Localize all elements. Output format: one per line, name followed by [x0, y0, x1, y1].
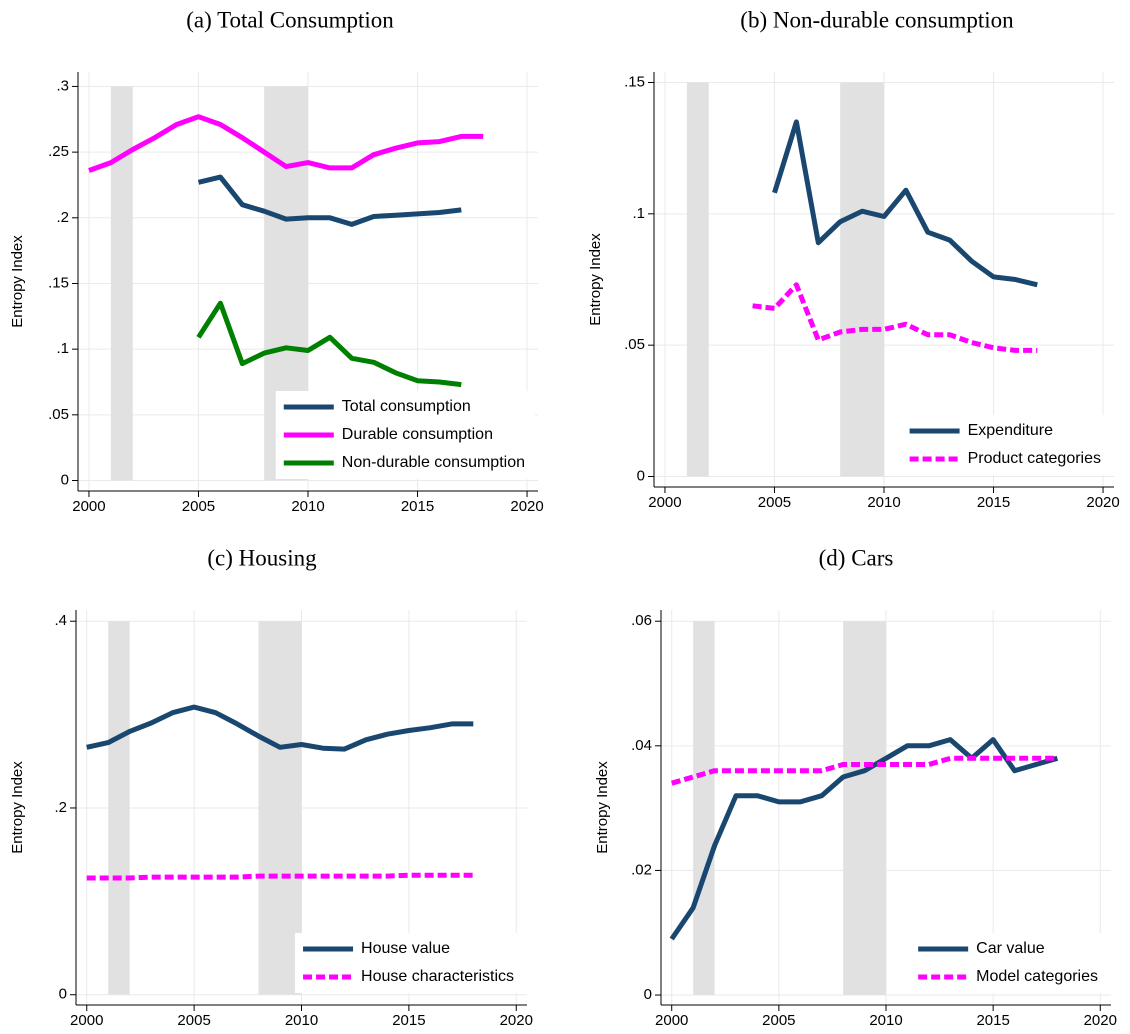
- legend-box: [901, 415, 1111, 475]
- x-tick-label: 2015: [401, 498, 434, 515]
- legend: Expenditure Product categories: [901, 415, 1111, 475]
- x-tick-label: 2020: [1086, 494, 1119, 511]
- series-line: [86, 704, 474, 752]
- y-tick-label: 0: [644, 986, 652, 1003]
- x-tick-label: 2015: [392, 1012, 425, 1029]
- y-tick-label: .25: [48, 143, 69, 160]
- legend: House value House characteristics: [295, 933, 524, 993]
- x-tick-label: 2020: [500, 1012, 533, 1029]
- y-axis-title: Entropy Index: [587, 233, 604, 326]
- x-tick-label: 2005: [758, 494, 791, 511]
- y-tick-label: 0: [61, 471, 69, 488]
- y-tick-label: .1: [632, 205, 645, 222]
- legend-label: Total consumption: [342, 398, 471, 415]
- y-tick-label: .04: [631, 737, 652, 754]
- shaded-band: [108, 621, 130, 995]
- x-tick-label: 2000: [655, 1012, 688, 1029]
- series-line: [752, 282, 1038, 353]
- series-line: [671, 755, 1058, 786]
- y-tick-label: 0: [637, 467, 645, 484]
- y-tick-label: .2: [56, 209, 69, 226]
- shaded-band: [693, 621, 715, 996]
- x-tick-label: 2005: [182, 498, 215, 515]
- y-tick-label: 0: [59, 986, 67, 1003]
- panel: (a) Total Consumption 0 .05 .1 .15 .2 .25 .3 200…: [9, 7, 544, 515]
- legend-label: Car value: [976, 940, 1045, 957]
- legend: Car value Model categories: [910, 933, 1108, 993]
- y-tick-label: .3: [56, 77, 69, 94]
- panel-title: (d) Cars: [819, 545, 894, 570]
- x-tick-label: 2000: [648, 494, 681, 511]
- legend-label: Non-durable consumption: [342, 454, 525, 471]
- shaded-band: [110, 86, 133, 481]
- panel: (d) Cars 0 .02 .04 .06 2000 2005 2010 2015 2020 En…: [594, 545, 1117, 1029]
- legend-box: [295, 933, 524, 993]
- legend-label: Durable consumption: [342, 426, 493, 443]
- x-tick-label: 2015: [976, 1012, 1009, 1029]
- panel-title: (c) Housing: [207, 545, 317, 570]
- y-tick-label: .2: [54, 799, 67, 816]
- y-axis-title: Entropy Index: [9, 235, 26, 328]
- y-tick-label: .4: [54, 612, 67, 629]
- shaded-band: [843, 621, 886, 996]
- legend-label: Model categories: [976, 968, 1098, 985]
- y-tick-label: .02: [631, 861, 652, 878]
- series-line: [669, 737, 1059, 941]
- y-tick-label: .15: [624, 73, 645, 90]
- x-tick-label: 2020: [1084, 1012, 1117, 1029]
- panel-title: (b) Non-durable consumption: [740, 7, 1014, 32]
- legend-label: House value: [361, 940, 450, 957]
- series-line: [196, 300, 462, 388]
- x-tick-label: 2015: [977, 494, 1010, 511]
- x-tick-label: 2000: [72, 498, 105, 515]
- legend-box: [910, 933, 1108, 993]
- y-tick-label: .1: [56, 340, 69, 357]
- legend-label: Product categories: [968, 450, 1101, 467]
- x-tick-label: 2005: [762, 1012, 795, 1029]
- panel: (c) Housing 0 .2 .4 2000 2005 2010 2015 2020 Entr…: [9, 545, 533, 1029]
- y-axis-title: Entropy Index: [594, 761, 611, 854]
- shaded-band: [840, 82, 884, 477]
- x-tick-label: 2010: [869, 1012, 902, 1029]
- panel: (b) Non-durable consumption 0 .05 .1 .15 2000…: [587, 7, 1120, 511]
- shaded-band: [686, 82, 709, 477]
- panel-title: (a) Total Consumption: [186, 7, 394, 32]
- x-tick-label: 2010: [285, 1012, 318, 1029]
- x-tick-label: 2010: [291, 498, 324, 515]
- x-tick-label: 2020: [510, 498, 543, 515]
- x-tick-label: 2000: [70, 1012, 103, 1029]
- x-tick-label: 2005: [177, 1012, 210, 1029]
- y-tick-label: .05: [48, 406, 69, 423]
- legend-label: House characteristics: [361, 968, 514, 985]
- y-tick-label: .05: [624, 336, 645, 353]
- y-tick-label: .06: [631, 612, 652, 629]
- shaded-band: [258, 621, 302, 995]
- y-tick-label: .15: [48, 274, 69, 291]
- y-axis-title: Entropy Index: [9, 761, 26, 854]
- legend: Total consumption Durable consumption Non-…: [275, 391, 535, 479]
- series-line: [772, 119, 1038, 288]
- legend-label: Expenditure: [968, 422, 1053, 439]
- series-line: [88, 114, 484, 173]
- x-tick-label: 2010: [867, 494, 900, 511]
- series-line: [197, 174, 462, 227]
